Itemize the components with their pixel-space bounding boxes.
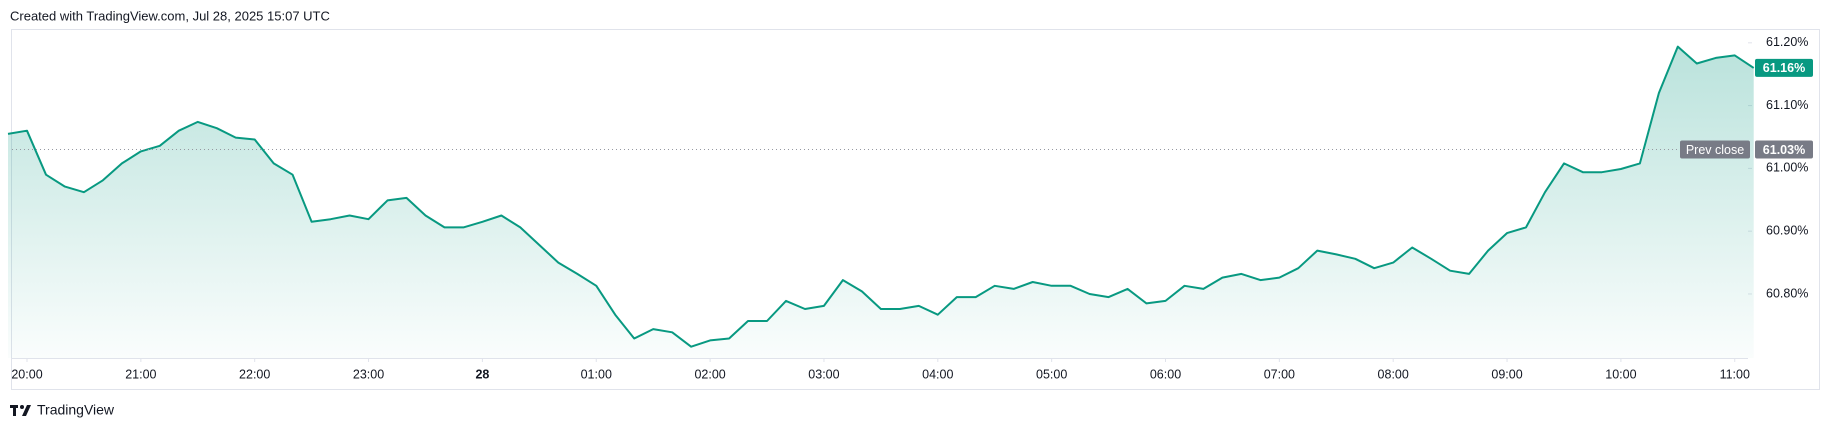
y-tick-label: 61.20%	[1766, 35, 1808, 49]
x-tick-label: 23:00	[353, 367, 384, 381]
x-tick-label: 04:00	[922, 367, 953, 381]
area-fill	[8, 46, 1754, 358]
y-tick-label: 61.10%	[1766, 98, 1808, 112]
x-tick-label: 21:00	[125, 367, 156, 381]
price-line	[7, 45, 1755, 348]
x-tick-label: 07:00	[1264, 367, 1295, 381]
x-tick-label: 22:00	[239, 367, 270, 381]
x-tick-label: 03:00	[808, 367, 839, 381]
prev-close-tag	[1755, 140, 1813, 159]
y-tick-label: 60.80%	[1766, 286, 1808, 300]
x-tick-label: 09:00	[1491, 367, 1522, 381]
x-tick-label: 10:00	[1605, 367, 1636, 381]
header: Created with TradingView.com, Jul 28, 20…	[10, 8, 330, 23]
x-tick-label: 05:00	[1036, 367, 1067, 381]
x-tick-label: 01:00	[581, 367, 612, 381]
x-tick-label: 08:00	[1378, 367, 1409, 381]
last-price-tag	[1755, 58, 1813, 77]
prev-close-badge	[1680, 140, 1750, 159]
last-price-label: 61.16%	[1763, 61, 1805, 75]
prev-close-name: Prev close	[1686, 143, 1744, 157]
footer-brand: TradingView	[37, 402, 115, 418]
x-tick-label: 20:00	[11, 367, 42, 381]
x-tick-label: 11:00	[1720, 367, 1750, 381]
logo	[10, 405, 31, 416]
x-tick-label: 02:00	[694, 367, 725, 381]
x-tick-label: 28	[475, 367, 489, 381]
x-tick-label: 06:00	[1150, 367, 1181, 381]
prev-close-label: 61.03%	[1763, 143, 1805, 157]
y-tick-label: 61.00%	[1766, 161, 1808, 175]
y-tick-label: 60.90%	[1766, 223, 1808, 237]
